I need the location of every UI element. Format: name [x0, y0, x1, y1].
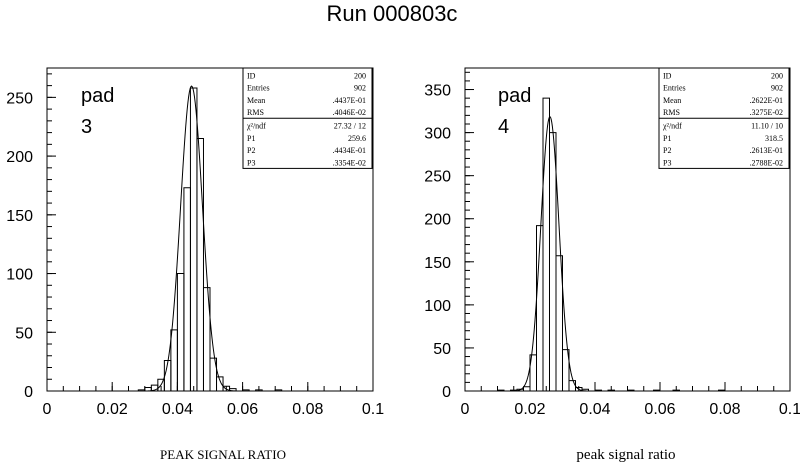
x-tick-label: 0.1 [779, 401, 800, 418]
stats-label: ID [247, 71, 256, 80]
fit-stats-value: 11.10 / 10 [751, 122, 783, 131]
stats-label: Mean [663, 96, 681, 105]
y-tick-label: 300 [424, 126, 451, 143]
y-tick-label: 200 [6, 149, 33, 166]
x-axis-label: PEAK SIGNAL RATIO [160, 447, 286, 462]
stats-value: 902 [354, 84, 366, 93]
y-tick-label: 350 [424, 83, 451, 100]
x-tick-label: 0 [461, 401, 470, 418]
y-tick-label: 100 [424, 298, 451, 315]
fit-stats-value: .3354E-02 [332, 158, 366, 167]
y-tick-label: 200 [424, 212, 451, 229]
histogram-bin [209, 357, 218, 391]
histogram-bin [170, 329, 178, 391]
stats-label: RMS [663, 108, 680, 117]
x-tick-label: 0.02 [514, 401, 545, 418]
histogram-bin [196, 137, 204, 391]
x-axis-label: peak signal ratio [576, 447, 675, 463]
histogram-bin [594, 389, 602, 391]
histogram-bin [216, 376, 224, 391]
histogram-bin [718, 389, 726, 391]
x-tick-label: 0 [43, 401, 52, 418]
histogram-bin [189, 87, 198, 391]
y-tick-label: 250 [6, 90, 33, 107]
histogram-bin [653, 389, 661, 391]
fit-stats-value: 318.5 [765, 134, 783, 143]
stats-label: Mean [247, 96, 265, 105]
histogram-bin [549, 132, 557, 391]
y-tick-label: 150 [6, 208, 33, 225]
fit-stats-value: 259.6 [348, 134, 366, 143]
x-tick-label: 0.1 [362, 401, 384, 418]
fit-stats-label: P3 [663, 158, 671, 167]
y-tick-label: 150 [424, 255, 451, 272]
stats-label: Entries [663, 84, 686, 93]
x-tick-label: 0.06 [227, 401, 258, 418]
stats-label: ID [663, 71, 672, 80]
pad-number: 3 [81, 116, 92, 138]
y-tick-label: 50 [15, 325, 33, 342]
histogram-bin [672, 389, 680, 391]
x-tick-label: 0.08 [709, 401, 740, 418]
histogram-bin [555, 255, 563, 391]
gaussian-fit-curve [147, 85, 236, 392]
fit-stats-label: P3 [247, 158, 255, 167]
histogram-bin [183, 187, 191, 391]
pad-label: pad [498, 85, 531, 107]
stats-value: 200 [771, 71, 783, 80]
x-tick-label: 0.08 [292, 401, 323, 418]
histogram-bin [627, 389, 635, 391]
y-tick-label: 100 [6, 267, 33, 284]
gaussian-fit-curve [513, 115, 587, 392]
fit-stats-value: .2788E-02 [749, 158, 783, 167]
fit-stats-label: P2 [663, 146, 671, 155]
stats-value: .2622E-01 [749, 96, 783, 105]
histogram-bin [202, 287, 211, 391]
histogram-panel-pad-4: 0 0.02 0.04 0.06 0.08 0.1 0 50 100 150 200 250 300 35… [424, 67, 800, 463]
y-tick-label: 0 [24, 384, 33, 401]
fit-stats-label: χ²/ndf [246, 122, 266, 131]
histogram-bin [274, 389, 283, 391]
histogram-bin [497, 389, 505, 391]
figure-title: Run 000803c [327, 1, 458, 26]
x-tick-label: 0.06 [644, 401, 675, 418]
histogram-bin [255, 389, 263, 391]
stats-value: .3275E-02 [749, 108, 783, 117]
stats-label: RMS [247, 108, 264, 117]
x-tick-label: 0.02 [97, 401, 128, 418]
histogram-bin [568, 380, 576, 391]
pad-number: 4 [498, 116, 509, 138]
y-tick-label: 250 [424, 169, 451, 186]
fit-stats-value: .2613E-01 [749, 146, 783, 155]
stats-value: 200 [354, 71, 366, 80]
histogram-panel-pad-3: 0 0.02 0.04 0.06 0.08 0.1 0 50 100 150 200 250 pad 3 I… [6, 67, 384, 462]
fit-stats-label: P2 [247, 146, 255, 155]
fit-stats-label: P1 [247, 134, 255, 143]
stats-value: 902 [771, 84, 783, 93]
y-tick-label: 0 [442, 384, 451, 401]
pad-label: pad [81, 85, 114, 107]
fit-stats-label: χ²/ndf [662, 122, 682, 131]
stats-label: Entries [247, 84, 270, 93]
x-tick-label: 0.04 [579, 401, 610, 418]
stats-value: .4437E-01 [332, 96, 366, 105]
histogram-bin [242, 389, 250, 391]
histogram-bin [607, 389, 615, 391]
histogram-bin [523, 386, 531, 391]
x-tick-label: 0.04 [162, 401, 193, 418]
stats-value: .4046E-02 [332, 108, 366, 117]
histogram-bin [176, 273, 185, 391]
y-tick-label: 50 [433, 341, 451, 358]
fit-stats-label: P1 [663, 134, 671, 143]
fit-stats-value: .4434E-01 [332, 146, 366, 155]
fit-stats-value: 27.32 / 12 [334, 122, 366, 131]
histogram-bin [562, 349, 570, 391]
